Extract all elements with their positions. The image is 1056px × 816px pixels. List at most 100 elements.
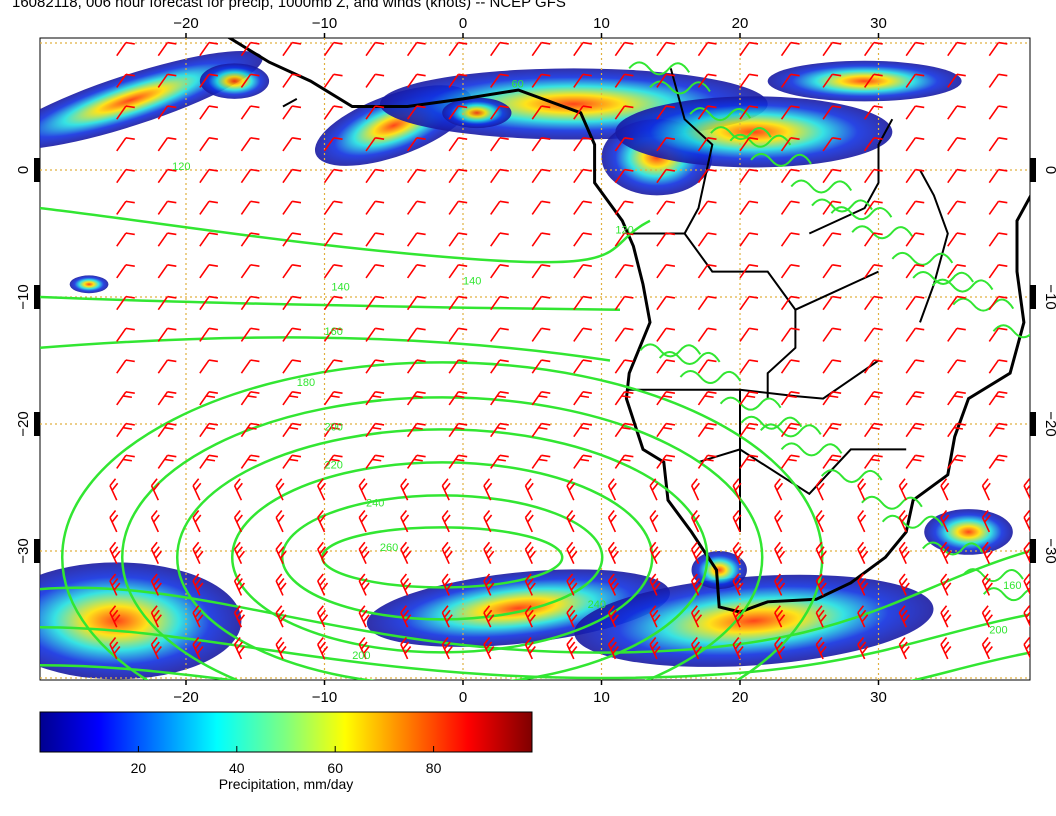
wind-barb <box>607 573 620 596</box>
wind-barb <box>490 454 509 469</box>
wind-barb <box>199 168 218 184</box>
height-contour <box>40 295 621 311</box>
wind-barb <box>116 422 135 438</box>
wind-barb <box>898 541 910 565</box>
wind-barb <box>1031 325 1049 346</box>
wind-barb <box>157 264 177 279</box>
wind-barb <box>732 605 744 628</box>
wind-barb <box>441 541 453 565</box>
wind-barb <box>233 573 246 596</box>
wind-barb <box>448 105 468 120</box>
wind-barb <box>233 636 246 660</box>
wind-barb <box>323 105 343 120</box>
wind-barb <box>317 541 329 565</box>
wind-barb <box>490 295 509 311</box>
wind-barb <box>857 605 869 628</box>
wind-barb <box>448 391 468 406</box>
land-contour <box>912 270 974 285</box>
wind-barb <box>981 541 993 565</box>
wind-barb <box>233 541 246 565</box>
wind-barb <box>905 295 925 311</box>
wind-barb <box>240 391 260 406</box>
wind-barb <box>282 137 302 152</box>
colorbar-label: Precipitation, mm/day <box>219 776 354 792</box>
lat-tick <box>1030 158 1036 182</box>
land-contour <box>992 324 1030 339</box>
wind-barb <box>898 509 908 533</box>
wind-barb <box>116 105 135 120</box>
wind-barb <box>905 168 925 184</box>
wind-barb <box>490 168 509 184</box>
wind-barb <box>199 327 218 342</box>
wind-barb <box>863 137 883 152</box>
wind-barb <box>822 422 842 438</box>
land-contour <box>922 541 984 556</box>
wind-barb <box>780 137 800 152</box>
wind-barb <box>240 264 260 279</box>
wind-barb <box>116 327 135 342</box>
wind-barb <box>863 168 883 184</box>
wind-barb <box>988 137 1008 152</box>
wind-barb <box>947 200 966 215</box>
wind-barb <box>406 359 426 374</box>
wind-barb <box>697 359 717 374</box>
land-contour <box>962 568 1024 583</box>
lat-label-right: −30 <box>1042 538 1056 563</box>
wind-barb <box>490 327 509 342</box>
lon-label-bottom: 20 <box>732 689 749 706</box>
wind-barb <box>323 327 343 342</box>
wind-barb <box>940 605 952 628</box>
wind-barb <box>607 636 620 660</box>
wind-barb <box>656 41 676 57</box>
wind-barb <box>905 327 925 342</box>
colorbar-ticks: 20 40 60 80 <box>131 746 442 776</box>
wind-barb <box>448 41 468 57</box>
wind-barb <box>109 605 121 628</box>
wind-barb <box>863 359 883 374</box>
wind-barb <box>358 478 368 501</box>
wind-barb <box>275 509 285 533</box>
wind-barb <box>947 454 966 469</box>
wind-barb <box>365 264 385 279</box>
africa-coastline <box>226 38 1030 614</box>
wind-barb <box>905 454 925 469</box>
wind-barb <box>406 264 426 279</box>
wind-barb <box>317 478 327 501</box>
wind-barb <box>192 541 204 565</box>
wind-barb <box>780 391 800 406</box>
wind-barb <box>400 509 410 533</box>
land-contour <box>811 198 873 213</box>
wind-barb <box>690 636 703 660</box>
colorbar-tick-label: 60 <box>327 760 343 776</box>
wind-barb <box>697 41 717 57</box>
wind-barb <box>323 137 343 152</box>
land-contour <box>861 495 923 510</box>
wind-barb <box>780 105 800 120</box>
wind-barb <box>524 605 536 628</box>
wind-barb <box>109 541 121 565</box>
wind-barb <box>448 295 468 311</box>
wind-barb <box>690 509 700 533</box>
wind-barb <box>240 359 260 374</box>
wind-barb <box>690 478 700 501</box>
wind-barb <box>898 478 908 501</box>
wind-barb <box>282 359 302 374</box>
wind-barb <box>233 605 246 628</box>
wind-barb <box>109 573 121 596</box>
axis-labels: −20 −20 −10 −10 0 0 10 10 20 20 30 30 0 0 −10 −10 −20 −20… <box>15 15 1056 706</box>
wind-barb <box>739 168 759 184</box>
wind-barb <box>981 573 993 596</box>
height-contour <box>176 428 709 680</box>
wind-barb <box>573 454 592 469</box>
wind-barb <box>199 264 218 279</box>
wind-barb <box>323 422 343 438</box>
land-contour <box>689 107 751 122</box>
contour-label: 120 <box>172 161 190 173</box>
contour-label: 160 <box>1003 580 1021 592</box>
wind-barb <box>531 200 551 215</box>
land-contour <box>750 152 812 167</box>
wind-barb <box>1031 39 1049 60</box>
wind-barb <box>732 509 742 533</box>
wind-barb <box>531 422 551 438</box>
